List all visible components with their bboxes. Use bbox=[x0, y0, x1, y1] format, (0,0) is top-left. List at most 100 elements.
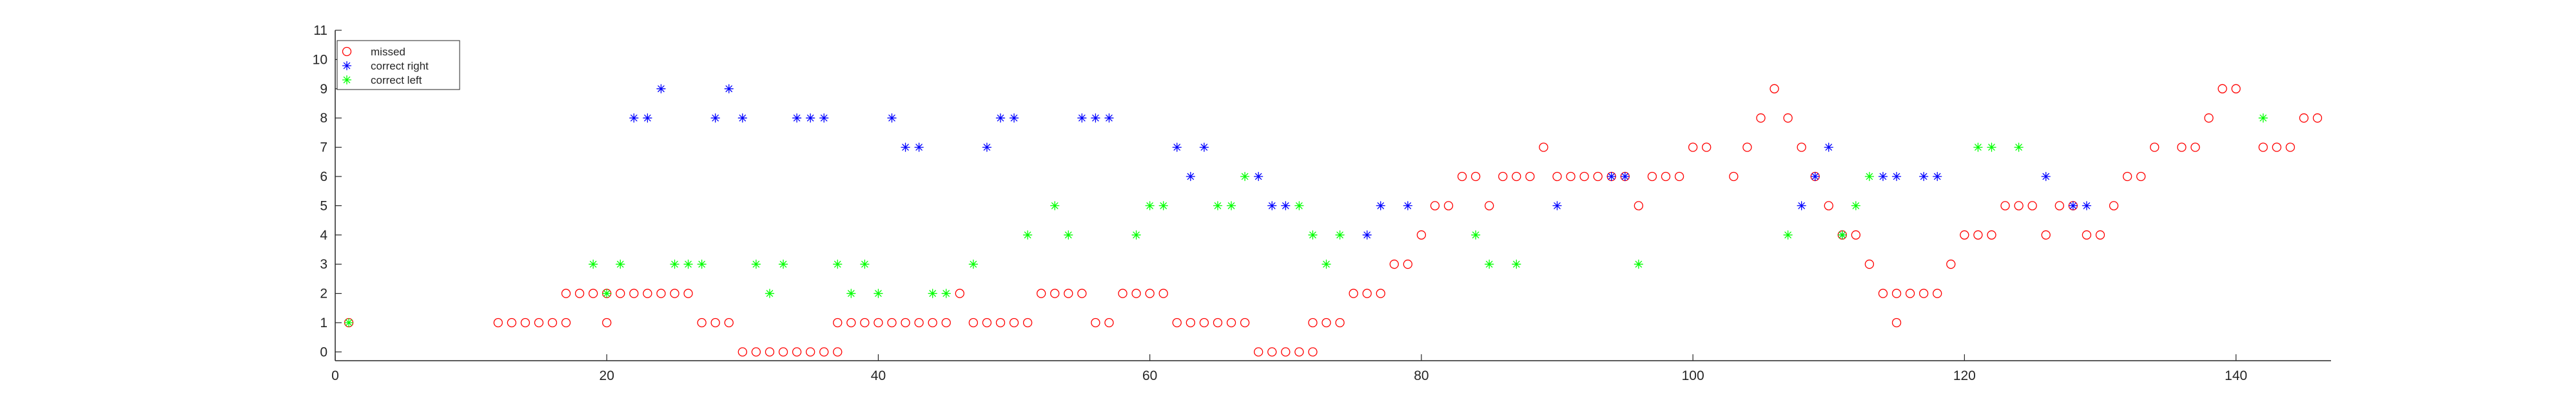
data-point bbox=[1891, 289, 1902, 298]
data-point bbox=[928, 289, 937, 298]
data-point bbox=[968, 260, 979, 269]
data-point bbox=[1946, 260, 1956, 269]
data-point bbox=[1498, 171, 1508, 182]
data-point bbox=[656, 289, 666, 298]
data-point bbox=[2054, 201, 2064, 211]
data-point bbox=[2068, 201, 2078, 211]
data-point bbox=[1172, 318, 1182, 328]
data-point bbox=[1783, 113, 1793, 123]
data-point bbox=[656, 84, 666, 93]
data-point bbox=[1308, 318, 1318, 328]
y-tick-label: 0 bbox=[320, 345, 327, 359]
data-point bbox=[1634, 260, 1644, 269]
data-point bbox=[887, 113, 897, 123]
data-point bbox=[534, 318, 544, 328]
data-point bbox=[1077, 113, 1087, 123]
legend-marker bbox=[342, 75, 352, 85]
data-point bbox=[2285, 142, 2295, 152]
data-point bbox=[751, 260, 761, 269]
data-point bbox=[1322, 260, 1331, 269]
data-point bbox=[520, 318, 531, 328]
data-point bbox=[1606, 171, 1616, 182]
data-point bbox=[1022, 318, 1033, 328]
data-point bbox=[493, 318, 503, 328]
data-point bbox=[1647, 171, 1657, 182]
data-point bbox=[819, 347, 829, 357]
data-point bbox=[737, 347, 747, 357]
data-point bbox=[2218, 84, 2227, 93]
data-point bbox=[2231, 84, 2241, 93]
data-point bbox=[1037, 289, 1046, 298]
data-point bbox=[1470, 171, 1481, 182]
data-point bbox=[1470, 230, 1481, 240]
data-point bbox=[629, 113, 639, 123]
data-point bbox=[1186, 171, 1196, 182]
data-point bbox=[982, 318, 992, 328]
legend-label: correct right bbox=[371, 60, 429, 72]
data-point bbox=[955, 289, 964, 298]
data-point bbox=[1457, 171, 1467, 182]
data-point bbox=[928, 318, 937, 328]
y-tick-label: 7 bbox=[320, 140, 327, 155]
data-point bbox=[602, 318, 612, 328]
data-point bbox=[846, 289, 856, 298]
data-point bbox=[1335, 318, 1345, 328]
data-point bbox=[2014, 201, 2024, 211]
data-point bbox=[1512, 260, 1521, 269]
data-point bbox=[1634, 201, 1644, 211]
data-point bbox=[1878, 171, 1888, 182]
data-point bbox=[1050, 201, 1060, 211]
data-point bbox=[1118, 289, 1127, 298]
series-correct-left bbox=[344, 113, 2268, 328]
data-point bbox=[1158, 201, 1168, 211]
data-point bbox=[846, 318, 856, 328]
x-tick-label: 40 bbox=[871, 368, 886, 383]
data-point bbox=[778, 260, 788, 269]
data-point bbox=[616, 289, 625, 298]
data-point bbox=[805, 113, 815, 123]
data-point bbox=[1539, 142, 1548, 152]
data-point bbox=[1213, 318, 1223, 328]
data-point bbox=[901, 142, 910, 152]
data-point bbox=[941, 289, 951, 298]
data-point bbox=[914, 142, 924, 152]
data-point bbox=[2177, 142, 2187, 152]
data-point bbox=[1742, 142, 1752, 152]
data-point bbox=[344, 318, 354, 328]
data-point bbox=[1797, 201, 1806, 211]
data-point bbox=[778, 347, 788, 357]
data-point bbox=[1851, 230, 1861, 240]
data-point bbox=[792, 347, 802, 357]
data-point bbox=[1077, 289, 1087, 298]
data-point bbox=[2041, 230, 2051, 240]
data-point bbox=[1172, 142, 1182, 152]
data-point bbox=[1485, 260, 1494, 269]
y-tick-label: 1 bbox=[320, 316, 327, 330]
legend-label: missed bbox=[371, 46, 405, 58]
data-point bbox=[1091, 113, 1100, 123]
data-point bbox=[819, 113, 829, 123]
data-point bbox=[1810, 171, 1820, 182]
data-point bbox=[724, 84, 734, 93]
data-point bbox=[2041, 171, 2051, 182]
data-point bbox=[1525, 171, 1535, 182]
data-point bbox=[602, 289, 612, 298]
data-point bbox=[887, 318, 897, 328]
data-point bbox=[1960, 230, 1969, 240]
data-point bbox=[1620, 171, 1630, 182]
data-point bbox=[2014, 142, 2024, 152]
x-tick-label: 100 bbox=[1682, 368, 1704, 383]
data-point bbox=[2082, 230, 2092, 240]
data-point bbox=[2204, 113, 2214, 123]
data-point bbox=[1702, 142, 1712, 152]
data-point bbox=[670, 289, 679, 298]
data-point bbox=[1552, 171, 1562, 182]
y-tick-label: 4 bbox=[320, 228, 327, 243]
data-point bbox=[1158, 289, 1168, 298]
data-point bbox=[2258, 142, 2268, 152]
data-point bbox=[1973, 142, 1983, 152]
y-tick-label: 5 bbox=[320, 198, 327, 213]
data-point bbox=[1770, 84, 1779, 93]
legend-marker bbox=[342, 46, 352, 57]
